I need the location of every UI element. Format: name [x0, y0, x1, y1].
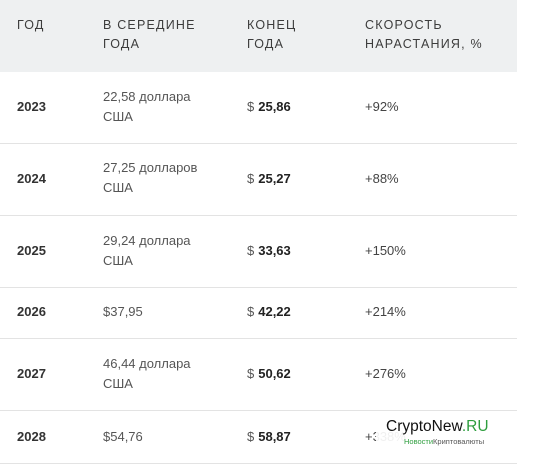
site-watermark: CryptoNew.RU НовостиКриптовалюты [376, 416, 511, 449]
year-cell: 2028 [17, 429, 46, 444]
currency-symbol: $ [247, 171, 255, 186]
year-cell: 2027 [17, 366, 46, 381]
growth-rate-cell: +150% [365, 243, 406, 258]
end-year-cell: $25,86 [247, 97, 291, 117]
table-row: 2024 27,25 долларов США $25,27 +88% [0, 144, 517, 216]
watermark-site-name: CryptoNew.RU [386, 418, 489, 436]
price-forecast-table: ГОД В СЕРЕДИНЕ ГОДА КОНЕЦ ГОДА СКОРОСТЬ … [0, 0, 517, 464]
growth-rate-cell: +88% [365, 171, 399, 186]
end-year-cell: $33,63 [247, 241, 291, 261]
currency-symbol: $ [247, 304, 255, 319]
mid-year-cell: 46,44 доллара США [103, 356, 191, 391]
watermark-tagline-news: Новости [404, 437, 434, 446]
mid-year-cell: $54,76 [103, 429, 143, 444]
end-year-cell: $42,22 [247, 302, 291, 322]
currency-symbol: $ [247, 429, 255, 444]
mid-year-cell: $37,95 [103, 304, 143, 319]
header-end-year: КОНЕЦ ГОДА [247, 18, 297, 51]
end-year-cell: $58,87 [247, 427, 291, 447]
end-year-value: 25,86 [258, 99, 291, 114]
table-row: 2028 $54,76 $58,87 +338% [0, 411, 517, 464]
end-year-cell: $50,62 [247, 364, 291, 384]
year-cell: 2026 [17, 304, 46, 319]
end-year-value: 33,63 [258, 243, 291, 258]
table-row: 2026 $37,95 $42,22 +214% [0, 288, 517, 339]
mid-year-cell: 22,58 доллара США [103, 89, 191, 124]
watermark-tagline: НовостиКриптовалюты [404, 437, 484, 446]
currency-symbol: $ [247, 99, 255, 114]
table-row: 2025 29,24 доллара США $33,63 +150% [0, 216, 517, 288]
header-year: ГОД [17, 18, 45, 32]
watermark-name: CryptoNew [386, 418, 462, 435]
table-row: 2027 46,44 доллара США $50,62 +276% [0, 339, 517, 411]
end-year-cell: $25,27 [247, 169, 291, 189]
growth-rate-cell: +276% [365, 366, 406, 381]
header-mid-year: В СЕРЕДИНЕ ГОДА [103, 18, 196, 51]
currency-symbol: $ [247, 243, 255, 258]
table-row: 2023 22,58 доллара США $25,86 +92% [0, 72, 517, 144]
year-cell: 2025 [17, 243, 46, 258]
watermark-tld: .RU [461, 418, 489, 435]
mid-year-cell: 27,25 долларов США [103, 160, 198, 195]
watermark-tagline-crypto: Криптовалюты [433, 437, 485, 446]
growth-rate-cell: +214% [365, 304, 406, 319]
currency-symbol: $ [247, 366, 255, 381]
end-year-value: 50,62 [258, 366, 291, 381]
year-cell: 2024 [17, 171, 46, 186]
table-header: ГОД В СЕРЕДИНЕ ГОДА КОНЕЦ ГОДА СКОРОСТЬ … [0, 0, 517, 72]
end-year-value: 25,27 [258, 171, 291, 186]
header-growth-rate: СКОРОСТЬ НАРАСТАНИЯ, % [365, 18, 483, 51]
growth-rate-cell: +92% [365, 99, 399, 114]
end-year-value: 42,22 [258, 304, 291, 319]
end-year-value: 58,87 [258, 429, 291, 444]
year-cell: 2023 [17, 99, 46, 114]
mid-year-cell: 29,24 доллара США [103, 233, 191, 268]
